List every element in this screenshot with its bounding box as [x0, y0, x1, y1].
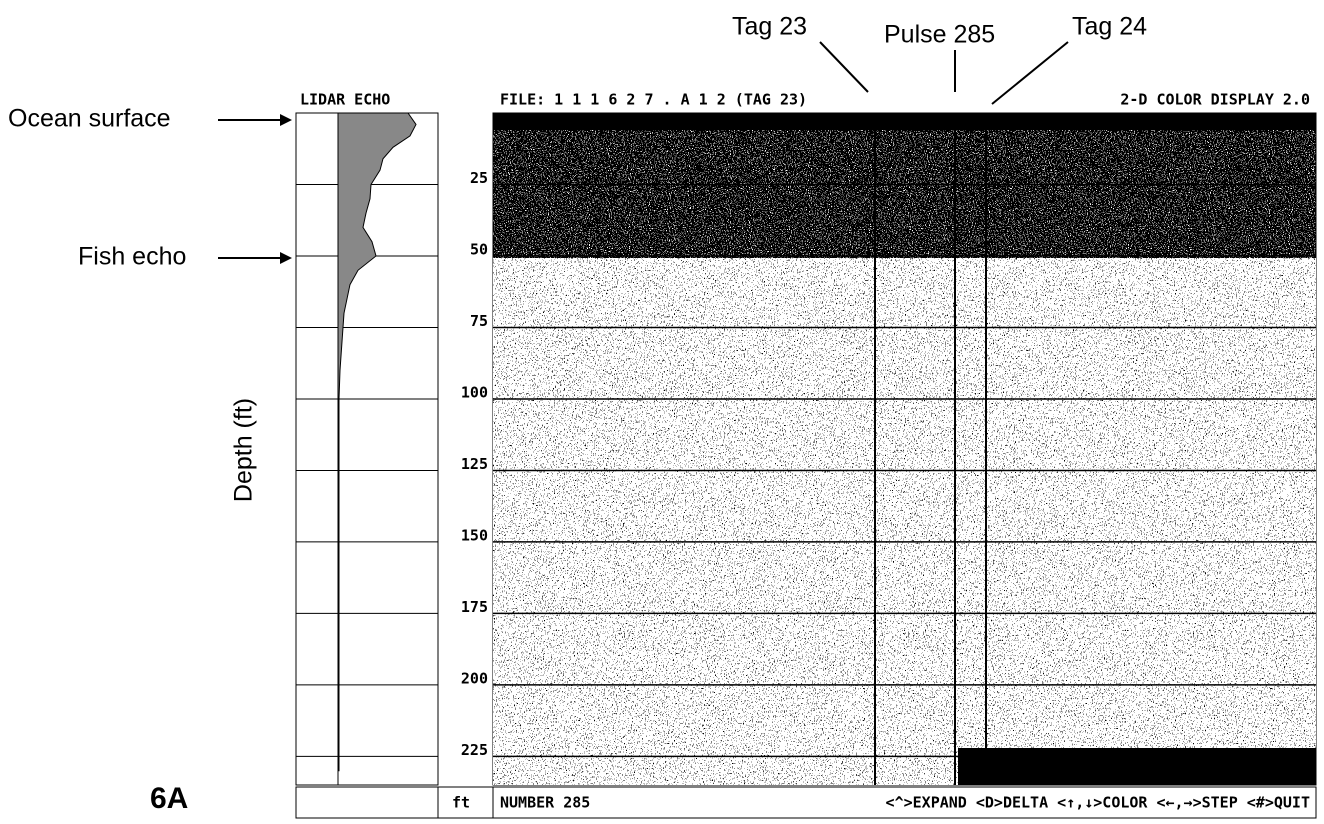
annotation: Pulse 285	[884, 21, 995, 49]
display-label: 2-D COLOR DISPLAY 2.0	[1120, 91, 1310, 109]
y-tick-label: 175	[461, 598, 488, 616]
echo-profile	[337, 112, 417, 772]
arrow	[991, 41, 1069, 105]
y-tick-label: 25	[470, 169, 488, 187]
blank-block	[958, 748, 1316, 785]
arrowhead	[280, 252, 292, 264]
noise-region	[493, 258, 1316, 785]
annotation: Tag 24	[1072, 13, 1147, 41]
y-tick-label: 50	[470, 240, 488, 258]
echo-title: LIDAR ECHO	[300, 91, 390, 109]
surface-band	[493, 113, 1316, 130]
y-tick-label: 75	[470, 312, 488, 330]
commands: <^>EXPAND <D>DELTA <↑,↓>COLOR <←,→>STEP …	[886, 794, 1310, 812]
y-tick-label: 150	[461, 526, 488, 544]
annotation: Ocean surface	[8, 105, 171, 133]
unit-label: ft	[452, 794, 470, 812]
arrowhead	[280, 114, 292, 126]
status-label: NUMBER 285	[500, 794, 590, 812]
echo-frame	[295, 112, 439, 786]
arrow	[819, 41, 869, 93]
y-tick-label: 100	[461, 383, 488, 401]
sparse-region	[493, 130, 1316, 258]
y-tick-label: 125	[461, 455, 488, 473]
figure-label: 6A	[150, 782, 188, 815]
status-bar	[295, 786, 1317, 819]
annotation: Fish echo	[78, 243, 186, 271]
y-axis-label: Depth (ft)	[230, 398, 258, 502]
y-tick-label: 200	[461, 669, 488, 687]
y-tick-label: 225	[461, 741, 488, 759]
file-label: FILE: 1 1 1 6 2 7 . A 1 2 (TAG 23)	[500, 91, 807, 109]
annotation: Tag 23	[732, 13, 807, 41]
